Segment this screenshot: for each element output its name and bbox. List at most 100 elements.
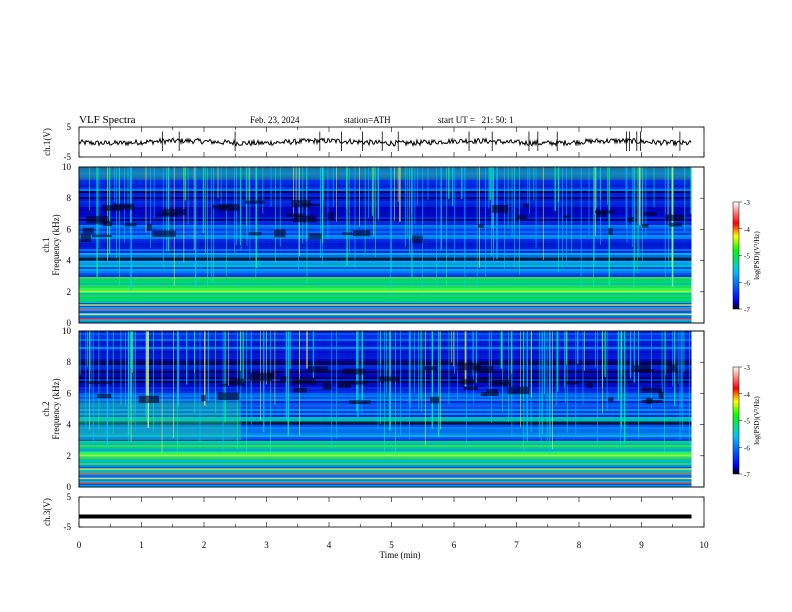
spectrogram-band <box>79 253 692 255</box>
dark-patch <box>463 386 478 391</box>
spectrogram-band <box>79 283 692 285</box>
spectrogram-band <box>79 469 692 471</box>
ch1-waveform-line <box>78 136 692 148</box>
spectrogram-band <box>79 415 692 417</box>
spectrogram-band <box>79 419 692 421</box>
spectrogram-band <box>79 275 692 277</box>
spectrogram-band <box>79 199 692 201</box>
spectrogram-band <box>79 225 692 227</box>
low-freq-line <box>79 313 692 316</box>
panel-ch3-waveform: 5 -5 ch.3(V) <box>42 492 705 532</box>
dark-patch <box>476 377 489 382</box>
spectrogram-band <box>79 179 692 181</box>
spectrogram-band <box>79 243 692 245</box>
spectrogram-band <box>79 413 692 415</box>
dark-patch <box>515 215 528 220</box>
spectrogram-band <box>79 359 692 361</box>
spectrogram-band <box>79 345 692 347</box>
dark-patch <box>523 203 530 207</box>
spectrogram-band <box>79 175 692 177</box>
colorbar-gradient <box>732 201 740 310</box>
dark-patch <box>492 204 509 213</box>
colorbar-tick-label: -5 <box>744 253 750 261</box>
spectrogram-band <box>79 233 692 235</box>
x-tick-label: 0 <box>77 540 82 550</box>
spectrogram-band <box>79 389 692 391</box>
y-tick-label: 4 <box>67 420 72 430</box>
low-freq-line <box>79 477 692 480</box>
spectrogram-band <box>79 371 692 373</box>
dark-patch <box>667 364 678 373</box>
spectrogram-band <box>79 485 692 487</box>
spectrogram-band <box>79 399 692 401</box>
low-freq-line <box>79 308 692 311</box>
spectrogram-band <box>79 215 692 217</box>
dark-patch <box>286 213 304 217</box>
spectrogram-band <box>79 221 692 223</box>
spectrogram-band <box>79 235 692 237</box>
x-axis-label: Time (min) <box>380 550 421 560</box>
y-tick-label: 2 <box>67 451 72 461</box>
spectrogram-band <box>79 355 692 357</box>
y-tick-label: 6 <box>67 224 72 234</box>
spectrogram-band <box>79 295 692 297</box>
dark-patch <box>273 229 286 238</box>
x-tick-label: 6 <box>452 540 457 550</box>
x-tick-label: 4 <box>327 540 332 550</box>
spectrogram-band <box>79 479 692 481</box>
spectrogram-band <box>79 383 692 385</box>
dark-patch <box>219 204 240 211</box>
x-tick-label: 1 <box>139 540 144 550</box>
dark-patch <box>152 230 176 237</box>
station-label: station=ATH <box>344 115 391 125</box>
spectrogram-band <box>79 205 692 207</box>
spectrogram-band <box>79 197 692 199</box>
y-axis-label: ch.1(V) <box>42 128 52 156</box>
spectrogram-band <box>79 213 692 215</box>
spectrogram-band <box>79 217 692 219</box>
dark-patch <box>563 215 570 219</box>
spectrogram-band <box>79 277 692 279</box>
spectrogram-band <box>79 321 692 323</box>
spectrogram-band <box>79 265 692 267</box>
spectrogram-band <box>79 373 692 375</box>
spectrogram-band <box>79 471 692 473</box>
spectrogram-band <box>79 247 692 249</box>
spectrogram-band <box>79 251 692 253</box>
colorbar-tick-label: -4 <box>744 226 750 234</box>
y-tick-label: 4 <box>67 256 72 266</box>
dark-patch <box>641 223 649 228</box>
spectrogram-band <box>79 209 692 211</box>
y-tick-label: 10 <box>62 162 72 172</box>
dark-band <box>79 421 692 425</box>
dark-patch <box>89 381 112 385</box>
spectrogram-band <box>79 269 692 271</box>
dark-patch <box>327 212 335 220</box>
dark-patch <box>473 365 494 373</box>
spectrogram-band <box>79 311 692 313</box>
spectrogram-band <box>79 303 692 305</box>
spectrogram-band <box>79 341 692 343</box>
spectrogram-band <box>79 459 692 461</box>
early-emission <box>79 401 242 441</box>
spectrogram-band <box>79 333 692 335</box>
spectrogram-band <box>79 307 692 309</box>
spectrogram-band <box>79 167 692 169</box>
spectrogram-band <box>79 299 692 301</box>
dark-patch <box>668 222 682 227</box>
spectrogram-band <box>79 463 692 465</box>
spectrogram-band <box>79 297 692 299</box>
spectrogram-band <box>79 237 692 239</box>
y-tick-label: 0 <box>67 482 72 492</box>
spectrogram-band <box>79 367 692 369</box>
spectrogram-band <box>79 169 692 171</box>
dark-patch <box>292 379 316 385</box>
dark-patch <box>229 378 245 386</box>
dark-patch <box>566 381 579 385</box>
dark-patch <box>486 388 498 393</box>
spectrogram-band <box>79 261 692 263</box>
spectrogram-band <box>79 425 692 427</box>
figure-title: VLF Spectra <box>79 114 136 126</box>
spectrogram-band <box>79 207 692 209</box>
